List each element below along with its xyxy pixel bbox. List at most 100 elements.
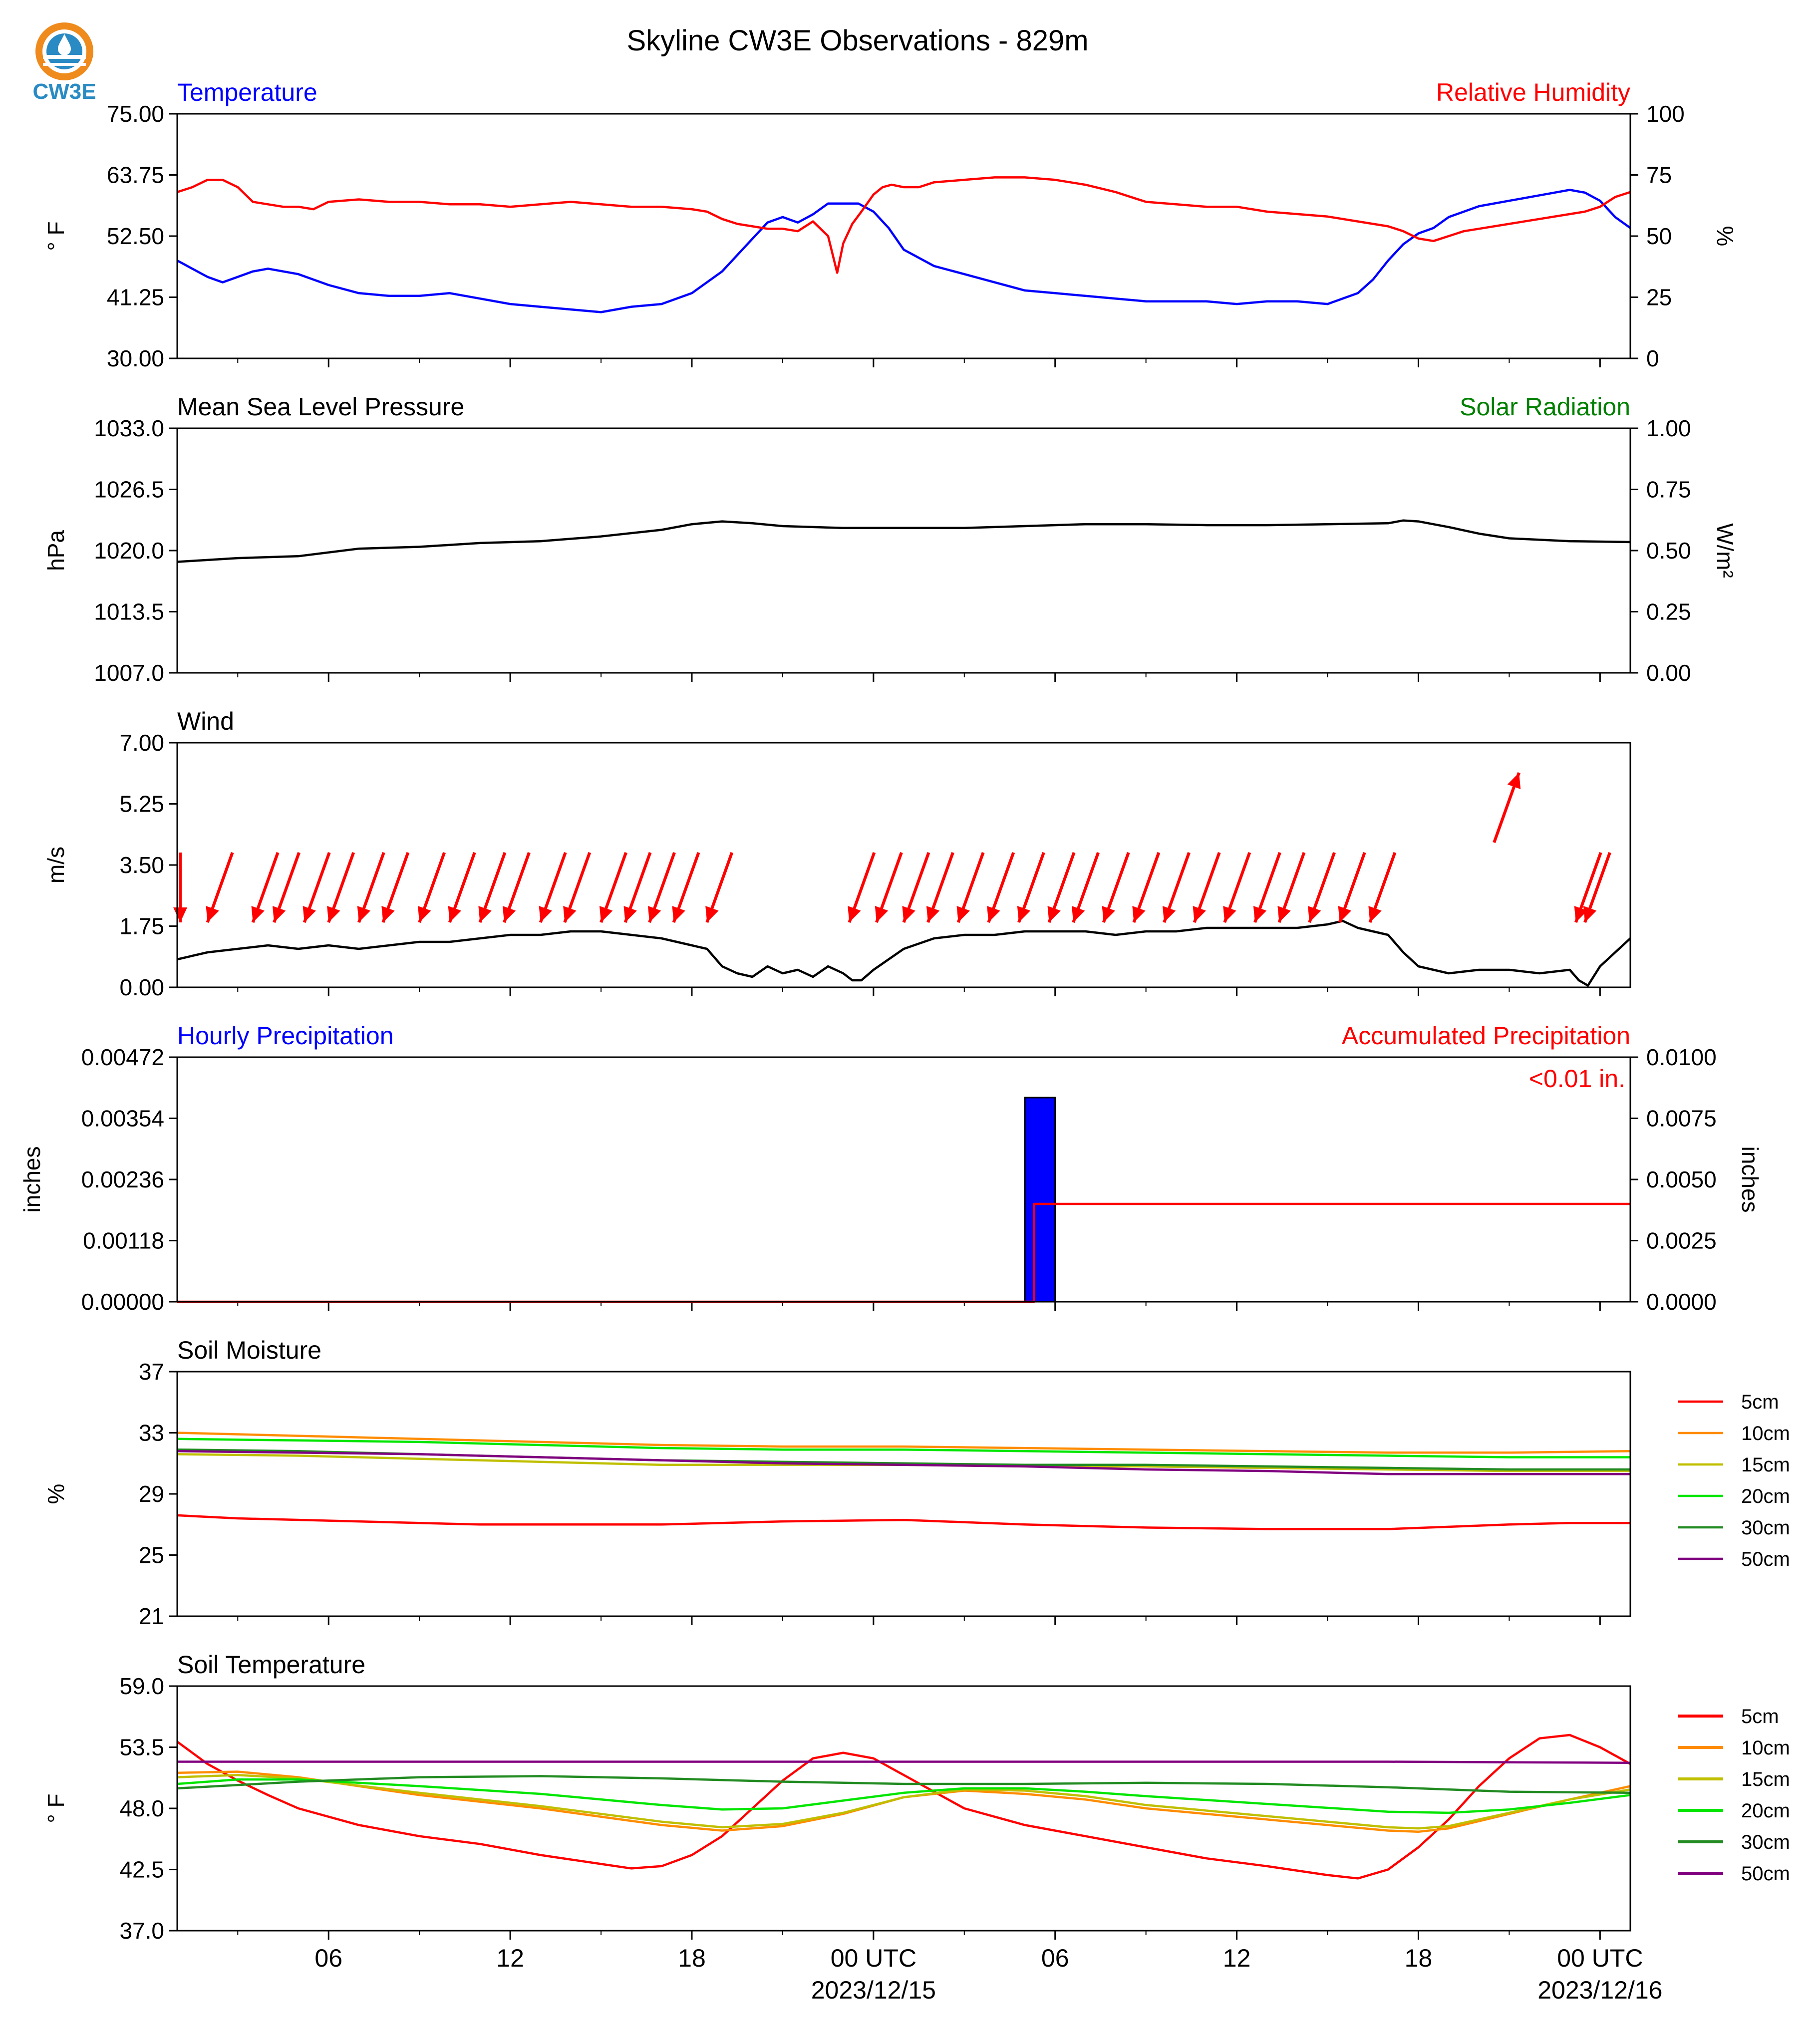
y-tick-label: 42.5 (119, 1857, 164, 1883)
wind-arrow (1493, 772, 1521, 844)
y2-axis-label: inches (1737, 1147, 1763, 1213)
wind-arrow (1223, 852, 1251, 923)
series-line-mslp (177, 519, 1631, 563)
legend-label: 10cm (1741, 1423, 1790, 1445)
wind-arrow-head (251, 906, 265, 922)
wind-arrow-head (599, 906, 613, 922)
wind-arrow (563, 852, 592, 923)
wind-arrow (1102, 852, 1130, 923)
panel-title: Soil Temperature (177, 1651, 365, 1679)
plot-frame (176, 113, 1631, 359)
y-tick-label: 0.00472 (81, 1044, 164, 1070)
y-tick-label: 3.50 (119, 852, 164, 878)
panel-title: Soil Moisture (177, 1336, 321, 1364)
wind-arrow-head (1507, 773, 1521, 789)
y-axis-label: ° F (43, 221, 69, 251)
cw3e-logo: CW3E (32, 22, 96, 104)
wind-arrow-head (381, 906, 395, 922)
y-tick-label: 1026.5 (94, 477, 164, 503)
wind-arrow (705, 852, 734, 923)
wind-arrow-head (1223, 906, 1236, 922)
y-tick-label: 75.00 (107, 101, 164, 127)
series-line-speed (177, 919, 1631, 987)
series-line-5cm (177, 1514, 1630, 1530)
wind-arrow-head (327, 906, 340, 922)
panel-right-title: Solar Radiation (1460, 393, 1630, 421)
wind-arrow (647, 852, 676, 923)
y-tick-label: 1020.0 (94, 538, 164, 564)
series-line-rh (177, 176, 1631, 274)
wind-arrow (1277, 852, 1306, 923)
series-line-20cm (177, 1778, 1631, 1814)
wind-arrow-head (206, 906, 219, 922)
y-axis-label: ° F (43, 1793, 69, 1823)
x-tick-label: 12 (1223, 1944, 1251, 1972)
x-tick-label: 18 (678, 1944, 706, 1972)
y-axis-label: % (43, 1484, 69, 1504)
y-tick-label: 0.00354 (81, 1106, 164, 1132)
y-tick-label: 37.0 (119, 1918, 164, 1944)
legend-label: 50cm (1741, 1863, 1790, 1885)
wind-arrow (599, 852, 627, 923)
wind-arrow-head (418, 906, 431, 922)
wind-arrow-head (1253, 906, 1267, 922)
y2-axis-label: % (1712, 226, 1738, 247)
wind-arrow (478, 852, 507, 923)
panel-pressure: 1033.0 1026.5 1020.0 1013.5 1007.0 1.00 0.75 0.… (43, 393, 1738, 686)
wind-arrow (902, 852, 930, 923)
y-tick-label: 21 (139, 1603, 164, 1629)
wind-arrow (272, 852, 301, 923)
y2-tick-label: 0.0000 (1646, 1289, 1717, 1315)
wind-arrow (848, 852, 876, 923)
wind-arrow-head (1017, 906, 1031, 922)
y2-tick-label: 0.0025 (1646, 1228, 1717, 1254)
y-tick-label: 0.00118 (83, 1228, 164, 1254)
y-axis-label: hPa (43, 530, 69, 571)
series-line-20cm (177, 1438, 1630, 1458)
y-tick-label: 0.00 (119, 974, 164, 1000)
legend-label: 5cm (1741, 1706, 1779, 1728)
panel-right-title: Relative Humidity (1436, 78, 1630, 106)
wind-arrow (956, 852, 985, 923)
legend-label: 30cm (1741, 1831, 1790, 1853)
wind-arrow-head (902, 906, 915, 922)
wind-arrow (1047, 852, 1076, 923)
panel-title: Temperature (177, 78, 317, 106)
y2-tick-label: 0.0050 (1646, 1166, 1717, 1192)
wind-arrow-head (926, 906, 940, 922)
x-tick-date-label: 2023/12/16 (1537, 1976, 1662, 2004)
wind-arrow (327, 852, 355, 923)
wind-arrow (381, 852, 410, 923)
y2-tick-label: 1.00 (1646, 415, 1691, 441)
y-tick-label: 29 (139, 1481, 164, 1507)
wind-arrow-head (563, 906, 577, 922)
wind-arrow-head (956, 906, 970, 922)
precip-annotation: <0.01 in. (1529, 1065, 1625, 1093)
series-line-temp (176, 189, 1631, 313)
legend-label: 50cm (1741, 1548, 1790, 1570)
wind-arrow (1308, 852, 1336, 923)
wind-arrow (926, 852, 954, 923)
wind-arrow (539, 852, 567, 923)
panel-title: Mean Sea Level Pressure (177, 393, 464, 421)
y2-tick-label: 0.75 (1646, 477, 1691, 503)
legend-label: 30cm (1741, 1517, 1790, 1539)
legend-label: 15cm (1741, 1454, 1790, 1476)
y-tick-label: 37 (139, 1359, 164, 1385)
y2-tick-label: 0.0075 (1646, 1106, 1717, 1132)
wind-arrow-head (539, 906, 553, 922)
wind-arrow-head (1277, 906, 1291, 922)
wind-arrow-head (303, 906, 316, 922)
plot-frame (176, 427, 1631, 674)
series-line-10cm (177, 1432, 1631, 1454)
x-tick-label: 00 UTC (1557, 1944, 1643, 1972)
wind-arrow (251, 852, 280, 923)
wind-arrow-head (448, 906, 462, 922)
panel-precip: 0.00472 0.00354 0.00236 0.00118 0.00000 0.010… (19, 1022, 1763, 1315)
wind-arrow-head (478, 906, 492, 922)
panel-soil_temperature: 59.0 53.5 48.0 42.5 37.0 Soil Temperature ° F 5… (43, 1651, 1790, 1944)
x-tick-label: 00 UTC (831, 1944, 916, 1972)
y-tick-label: 1.75 (119, 913, 164, 939)
y2-axis-label: W/m² (1712, 523, 1738, 578)
